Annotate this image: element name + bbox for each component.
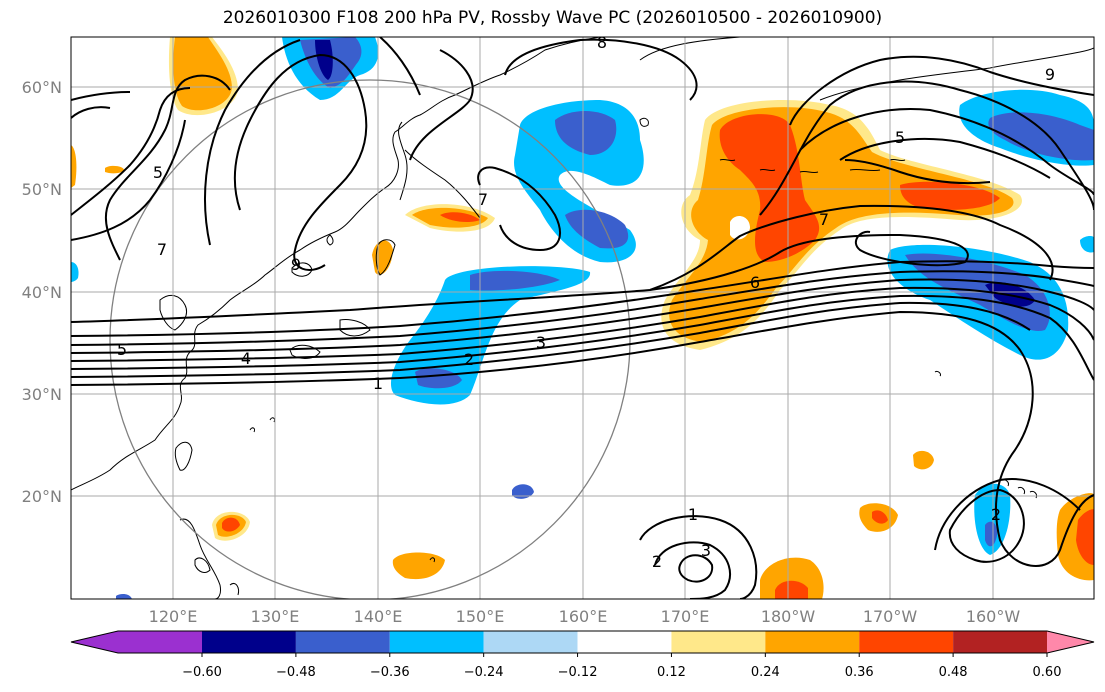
positive-anomaly-blob [913,450,934,470]
colorbar-segment [765,631,860,653]
lat-tick-label: 60°N [22,78,62,97]
lon-tick-label: 140°E [354,607,403,626]
colorbar-tick-label: −0.48 [276,665,316,680]
lon-tick-label: 170°E [661,607,710,626]
colorbar-segment [953,631,1047,653]
colorbar-segment [671,631,766,653]
contour-labels: 8 9 5 9 7 7 5 7 6 5 4 3 2 1 1 2 3 2 [117,33,1055,571]
strong-positive-blob [872,510,888,524]
colorbar-segment [859,631,954,653]
map-layers: 8 9 5 9 7 7 5 7 6 5 4 3 2 1 1 2 3 2 [71,33,1094,599]
colorbar-segment [202,631,296,653]
colorbar-underflow-arrow [71,631,118,653]
colorbar-segment [483,631,578,653]
strong-positive-blob [222,517,240,532]
negative-anomaly-blob [555,111,617,155]
lon-tick-label: 150°E [456,607,505,626]
lat-tick-label: 20°N [22,487,62,506]
colorbar-tick-label: 0.60 [1033,665,1062,680]
lat-tick-labels: 60°N 50°N 40°N 30°N 20°N [22,78,62,506]
contour-label: 2 [991,505,1001,524]
contour-label: 1 [688,505,698,524]
negative-anomaly-blob [415,368,462,389]
lon-tick-label: 160°W [966,607,1021,626]
lon-tick-label: 160°E [559,607,608,626]
map-frame [70,36,1095,600]
contour-label: 3 [536,333,546,352]
colorbar-outline [70,630,1095,654]
lon-tick-label: 120°E [149,607,198,626]
colorbar-tick-label: 0.36 [845,665,874,680]
lon-tick-label: 130°E [251,607,300,626]
colorbar-segment [118,631,202,653]
strong-positive-blob [719,114,820,263]
colorbar: −0.60 −0.48 −0.36 −0.24 −0.12 0.12 0.24 0.36 0.4… [70,630,1095,680]
contour-label: 7 [478,190,488,209]
contour-label: 7 [157,240,167,259]
colorbar-overflow-arrow [1047,631,1094,653]
negative-anomaly-blob [974,483,1011,555]
negative-anomaly-blob [470,270,560,291]
positive-anomaly-blob [173,37,232,111]
negative-anomaly-blob [512,484,534,499]
colorbar-tick-label: −0.24 [464,665,504,680]
lat-tick-label: 40°N [22,283,62,302]
strong-positive-blob [1076,509,1094,565]
pv-shading [71,37,1094,599]
lat-tick-label: 30°N [22,385,62,404]
negative-anomaly-blob [985,521,998,547]
contour-label: 6 [750,273,760,292]
contour-label: 3 [701,541,711,560]
colorbar-segment [577,631,672,653]
colorbar-tick-label: −0.36 [370,665,410,680]
colorbar-tick-label: 0.48 [939,665,968,680]
strong-positive-blob [775,580,808,599]
positive-anomaly-blob [105,165,124,174]
contour-label: 1 [373,374,383,393]
positive-anomaly-blob [71,145,77,188]
contour-label: 5 [153,163,163,182]
strong-negative-blob [315,40,333,80]
positive-anomaly-blob [392,552,445,580]
negative-anomaly-blob [565,209,629,249]
colorbar-tick-label: −0.60 [182,665,222,680]
strong-positive-blob [440,212,480,223]
colorbar-segment [295,631,390,653]
colorbar-tick-label: 0.12 [657,665,686,680]
coastlines [71,37,1094,599]
contour-label: 5 [895,128,905,147]
contour-label: 2 [652,552,662,571]
negative-anomaly-blob [71,262,79,282]
lon-tick-labels: 120°E 130°E 140°E 150°E 160°E 170°E 180°… [149,607,1021,626]
graticule [71,37,1094,599]
colorbar-tick-label: −0.12 [558,665,598,680]
lon-tick-label: 170°W [863,607,918,626]
contour-label: 9 [1045,65,1055,84]
colorbar-tick-label: 0.24 [751,665,780,680]
negative-anomaly-blob [1080,235,1094,253]
pv-contours [71,37,1094,599]
contour-label: 4 [241,349,251,368]
contour-label: 7 [819,210,829,229]
lon-tick-label: 180°W [761,607,816,626]
contour-label: 8 [597,33,607,52]
radius-circle [109,79,631,599]
lat-tick-label: 50°N [22,180,62,199]
contour-label: 2 [464,350,474,369]
contour-label: 9 [291,255,301,274]
negative-anomaly-blob [988,112,1094,161]
colorbar-segment [389,631,484,653]
contour-label: 5 [117,340,127,359]
negative-anomaly-blob [116,594,132,599]
map-title: 2026010300 F108 200 hPa PV, Rossby Wave … [222,8,883,28]
